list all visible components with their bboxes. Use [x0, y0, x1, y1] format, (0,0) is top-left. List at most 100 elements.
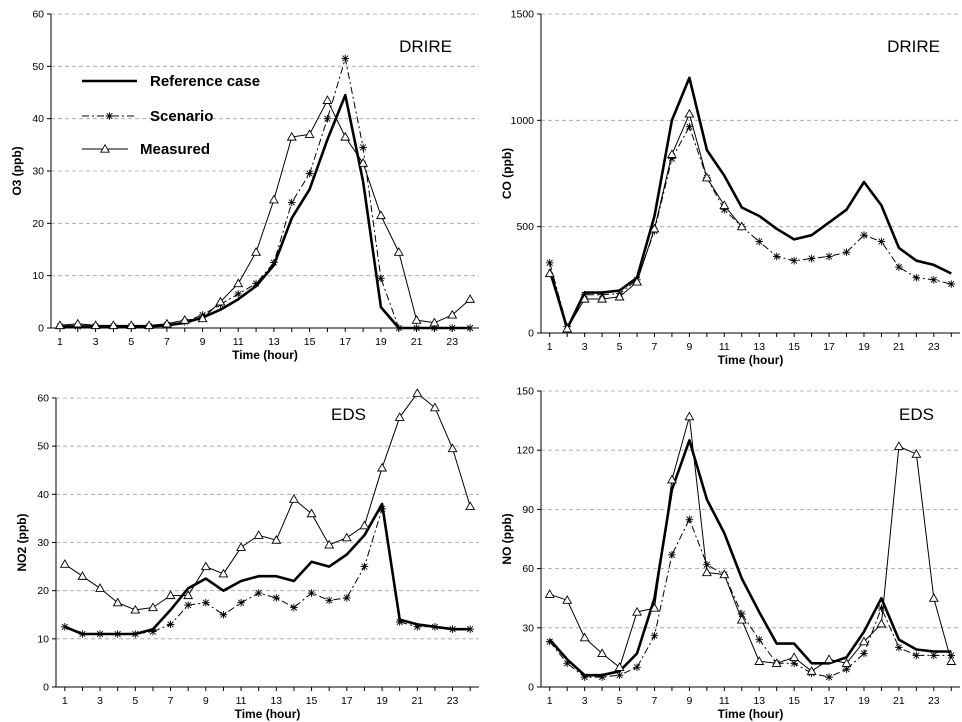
data-point-marker: [220, 611, 228, 619]
x-tick-label: 7: [168, 695, 174, 707]
x-tick-label: 23: [928, 341, 940, 353]
data-point-marker: [755, 657, 763, 664]
data-point-marker: [878, 604, 886, 612]
data-point-marker: [651, 632, 659, 640]
data-point-marker: [325, 597, 333, 605]
x-tick-label: 21: [411, 336, 423, 348]
data-point-marker: [290, 495, 298, 502]
data-point-marker: [860, 231, 868, 239]
data-point-marker: [202, 599, 210, 607]
data-point-marker: [448, 324, 456, 332]
data-point-marker: [74, 320, 82, 327]
data-point-marker: [377, 274, 385, 282]
x-tick-label: 23: [446, 336, 458, 348]
data-point-marker: [79, 630, 87, 638]
data-point-marker: [773, 253, 781, 261]
data-point-marker: [325, 541, 333, 548]
chart-panel-3: 01020304050601 3 5 7 9 11 13 15 17 19 21 23Time (ho…: [15, 389, 479, 721]
data-point-marker: [359, 144, 367, 152]
data-point-marker: [61, 623, 69, 631]
series-thin-triangle: [56, 96, 475, 328]
data-point-marker: [132, 630, 140, 638]
y-tick-label: 40: [37, 489, 49, 501]
data-point-marker: [290, 604, 298, 612]
series-thick-solid: [60, 95, 470, 328]
data-point-marker: [633, 663, 641, 671]
x-tick-label: 1: [57, 336, 63, 348]
y-tick-label: 30: [522, 622, 534, 634]
data-point-marker: [270, 259, 278, 267]
y-tick-label: 50: [37, 441, 49, 453]
x-tick-label: 9: [686, 695, 692, 707]
chart-panel-1: 01020304050601 3 5 7 9 11 13 15 17 19 21 23Time (ho…: [10, 9, 479, 363]
data-point-marker: [913, 652, 921, 660]
data-point-marker: [395, 248, 403, 255]
data-point-marker: [431, 403, 439, 410]
data-point-marker: [895, 442, 903, 449]
legend: Reference case Scenario Measured: [82, 73, 260, 158]
data-point-marker: [616, 671, 624, 679]
data-point-marker: [127, 321, 135, 328]
data-point-marker: [341, 133, 349, 140]
data-point-marker: [895, 263, 903, 271]
data-point-marker: [273, 594, 281, 602]
x-tick-label: 17: [823, 341, 835, 353]
data-point-marker: [149, 628, 157, 636]
y-axis-title: NO (ppb): [500, 513, 514, 564]
data-point-marker: [912, 450, 920, 457]
y-tick-label: 20: [37, 585, 49, 597]
station-label: DRIRE: [887, 37, 940, 56]
data-point-marker: [377, 211, 385, 218]
data-point-marker: [431, 623, 439, 631]
series-thin-triangle: [546, 110, 746, 332]
x-tick-label: 5: [617, 695, 623, 707]
data-point-marker: [703, 561, 711, 569]
data-point-marker: [343, 594, 351, 602]
data-point-marker: [546, 590, 554, 597]
data-point-marker: [202, 562, 210, 569]
series-thin-triangle: [546, 412, 956, 674]
x-tick-label: 19: [858, 341, 870, 353]
x-tick-label: 21: [893, 695, 905, 707]
x-tick-label: 13: [270, 695, 282, 707]
data-point-marker: [546, 638, 554, 646]
x-tick-label: 23: [928, 695, 940, 707]
data-point-marker: [825, 253, 833, 261]
data-point-marker: [860, 650, 868, 658]
data-point-marker: [598, 673, 606, 681]
data-point-marker: [324, 115, 332, 123]
legend-item: Scenario: [82, 108, 213, 125]
data-point-marker: [395, 413, 403, 420]
chart-panel-4: 03060901201501 3 5 7 9 11 13 15 17 19 21 23Time (ho…: [500, 386, 960, 722]
data-point-marker: [360, 521, 368, 528]
series-dashdot-star: [546, 515, 955, 680]
series-line: [550, 114, 742, 329]
y-tick-label: 0: [38, 323, 44, 335]
y-tick-label: 0: [528, 328, 534, 340]
x-tick-label: 11: [719, 341, 730, 353]
legend-marker: [101, 145, 109, 152]
data-point-marker: [252, 280, 260, 288]
x-tick-label: 7: [164, 336, 170, 348]
y-axis-title: CO (ppb): [500, 148, 514, 199]
data-point-marker: [234, 290, 242, 298]
x-tick-label: 19: [376, 695, 388, 707]
y-tick-label: 150: [516, 386, 534, 398]
x-axis-title: Time (hour): [232, 348, 298, 362]
x-tick-label: 5: [617, 341, 623, 353]
data-point-marker: [254, 531, 262, 538]
x-tick-label: 13: [268, 336, 280, 348]
data-point-marker: [361, 563, 369, 571]
data-point-marker: [947, 657, 955, 664]
data-point-marker: [738, 616, 746, 623]
x-tick-label: 17: [341, 695, 353, 707]
data-point-marker: [877, 620, 885, 627]
series-thin-triangle: [61, 389, 475, 613]
x-axis-title: Time (hour): [235, 707, 301, 721]
x-axis-title: Time (hour): [718, 707, 784, 721]
series-line: [65, 504, 470, 634]
data-point-marker: [448, 444, 456, 451]
y-tick-label: 60: [37, 393, 49, 405]
y-tick-label: 50: [32, 61, 44, 73]
x-tick-label: 1: [547, 695, 553, 707]
